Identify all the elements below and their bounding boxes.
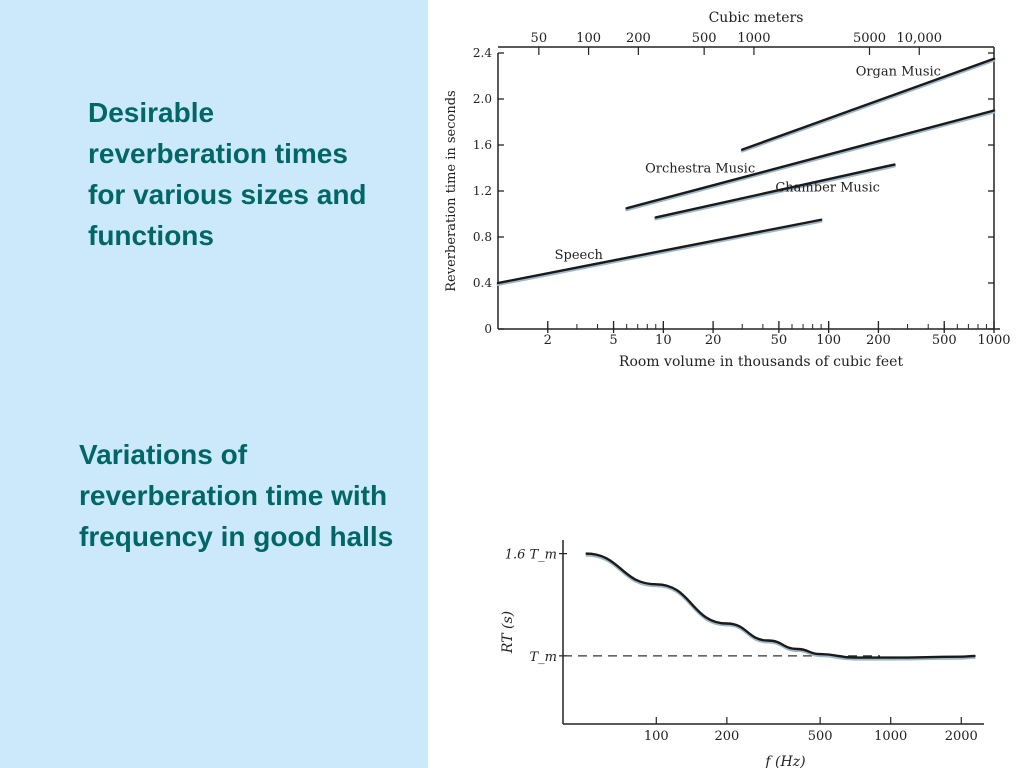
chart1-series-shadow (740, 58, 996, 153)
chart1-y-tick-label: 0.4 (473, 276, 492, 290)
chart1-x-tick-label: 100 (816, 333, 841, 348)
chart1-top-tick-label: 5000 (853, 31, 886, 46)
chart1-y-tick-label: 2.0 (473, 92, 492, 106)
chart1-y-tick-label: 1.2 (473, 184, 492, 198)
left-panel: Desirable reverberation times for variou… (0, 0, 428, 768)
chart1-series-shadow (496, 219, 823, 286)
chart2-y-tick-label: T_m (530, 650, 558, 665)
chart1-x-axis-title: Room volume in thousands of cubic feet (619, 354, 904, 370)
chart1-y-tick-label: 0 (484, 322, 492, 336)
caption-reverberation-frequency: Variations of reverberation time with fr… (79, 439, 394, 552)
chart1-top-tick-label: 100 (576, 31, 601, 46)
chart2-x-tick-label: 2000 (945, 729, 978, 744)
reverberation-time-vs-frequency-chart: 100 200 500 1000 2000 T_m 1.6 T_mf (Hz) RT (s) (500, 540, 984, 768)
chart1-x-tick-label: 200 (866, 333, 891, 348)
chart1-x-tick-label: 500 (932, 333, 957, 348)
chart1-top-axis-title: Cubic meters (709, 10, 804, 26)
chart2-series-line (585, 552, 976, 659)
chart1-series-label: Chamber Music (775, 180, 880, 195)
chart2-curve-shadow (585, 553, 976, 661)
chart1-x-tick-label: 5 (609, 333, 617, 348)
chart1-series-label: Organ Music (856, 64, 941, 79)
chart2-x-axis-title: f (Hz) (764, 754, 805, 768)
reverberation-time-vs-volume-chart: 2 5 10 20 50 100 200 500 1000 0 0.4 0.8 1.2 1.6 2.0 2.4… (444, 10, 1011, 370)
chart1-x-tick-label: 10 (655, 333, 672, 348)
chart1-series-shadow (625, 110, 996, 212)
chart1-top-tick-label: 500 (692, 31, 717, 46)
chart2-x-tick-label: 500 (808, 729, 833, 744)
chart1-x-tick-label: 1000 (977, 333, 1010, 348)
chart1-y-tick-label: 1.6 (473, 138, 492, 152)
chart1-series-line-chamber-music (654, 163, 896, 219)
chart1-top-tick-label: 200 (626, 31, 651, 46)
right-panel: 2 5 10 20 50 100 200 500 1000 0 0.4 0.8 1.2 1.6 2.0 2.4… (428, 0, 1024, 768)
chart2-x-tick-label: 200 (714, 729, 739, 744)
chart1-y-axis-title: Reverberation time in seconds (444, 90, 459, 291)
caption-reverberation-sizes: Desirable reverberation times for variou… (88, 97, 367, 251)
chart1-series-line-speech (496, 218, 823, 285)
chart2-x-tick-label: 100 (644, 729, 669, 744)
chart2-x-tick-label: 1000 (874, 729, 907, 744)
chart1-x-tick-label: 20 (705, 333, 722, 348)
chart1-x-tick-label: 2 (544, 333, 552, 348)
chart1-series-line-orchestra-music (625, 109, 996, 210)
chart1-series-label: Speech (555, 248, 604, 263)
chart2-y-tick-label: 1.6 T_m (505, 548, 557, 563)
chart1-y-tick-label: 0.8 (473, 230, 492, 244)
chart1-top-tick-label: 1000 (737, 31, 770, 46)
chart1-x-tick-label: 50 (771, 333, 788, 348)
chart1-series-shadow (654, 164, 896, 221)
chart1-top-tick-label: 50 (531, 31, 548, 46)
chart1-y-tick-label: 2.4 (473, 46, 492, 60)
chart2-y-axis-title: RT (s) (500, 611, 516, 654)
chart1-top-tick-label: 10,000 (897, 31, 943, 46)
chart1-series-label: Orchestra Music (645, 162, 755, 177)
chart1-series-line-organ-music (741, 57, 996, 151)
